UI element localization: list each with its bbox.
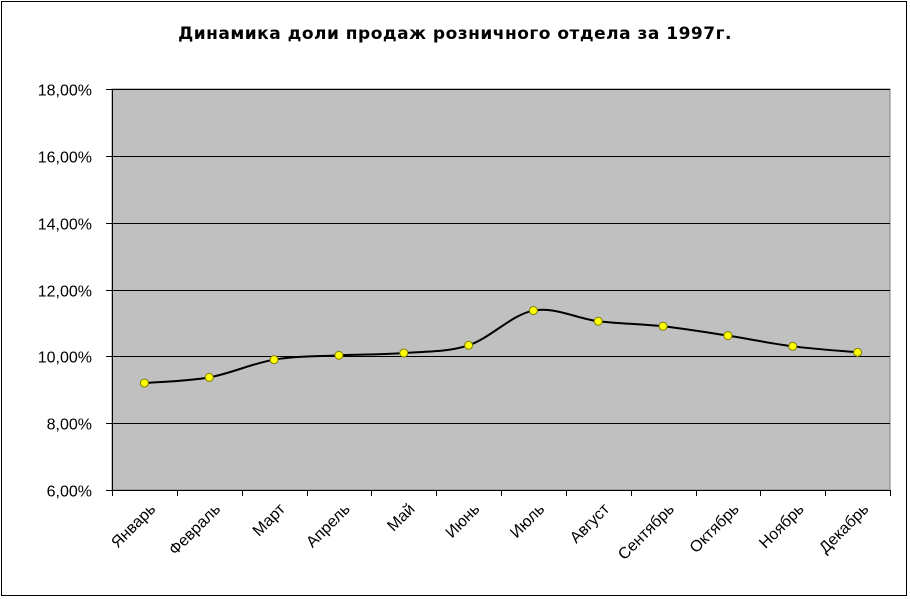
data-point-Февраль xyxy=(204,372,214,382)
x-tick-label: Октябрь xyxy=(687,501,743,557)
x-tick-label: Июнь xyxy=(443,501,484,542)
y-tick-label: 6,00% xyxy=(47,484,92,501)
y-tick-label: 16,00% xyxy=(38,150,92,167)
x-tick-label: Сентябрь xyxy=(615,501,678,564)
x-tick-label: Май xyxy=(384,501,418,535)
data-point-Ноябрь xyxy=(788,341,798,351)
data-point-Январь xyxy=(139,378,149,388)
data-point-Май xyxy=(399,348,409,358)
y-tick-label: 10,00% xyxy=(38,350,92,367)
y-tick-label: 12,00% xyxy=(38,284,92,301)
data-point-Март xyxy=(269,355,279,365)
series-line xyxy=(144,308,858,385)
x-tick-label: Март xyxy=(250,500,290,540)
data-point-Июль xyxy=(528,306,538,316)
y-tick-label: 18,00% xyxy=(38,83,92,100)
y-tick-label: 8,00% xyxy=(47,417,92,434)
data-point-Июнь xyxy=(464,340,474,350)
plot-area xyxy=(111,88,891,491)
x-tick-label: Август xyxy=(567,500,614,547)
x-tick-label: Апрель xyxy=(303,501,353,551)
y-tick-label: 14,00% xyxy=(38,217,92,234)
data-point-Декабрь xyxy=(853,347,863,357)
x-tick-label: Декабрь xyxy=(816,501,872,557)
chart-title: Динамика доли продаж розничного отдела з… xyxy=(178,24,732,44)
data-point-Октябрь xyxy=(723,331,733,341)
x-tick-label: Июль xyxy=(507,501,548,542)
x-tick-label: Ноябрь xyxy=(756,501,807,552)
x-tick-label: Январь xyxy=(108,501,159,552)
data-point-Апрель xyxy=(334,350,344,360)
data-point-Август xyxy=(593,316,603,326)
x-tick-label: Февраль xyxy=(166,501,224,559)
data-point-Сентябрь xyxy=(658,321,668,331)
